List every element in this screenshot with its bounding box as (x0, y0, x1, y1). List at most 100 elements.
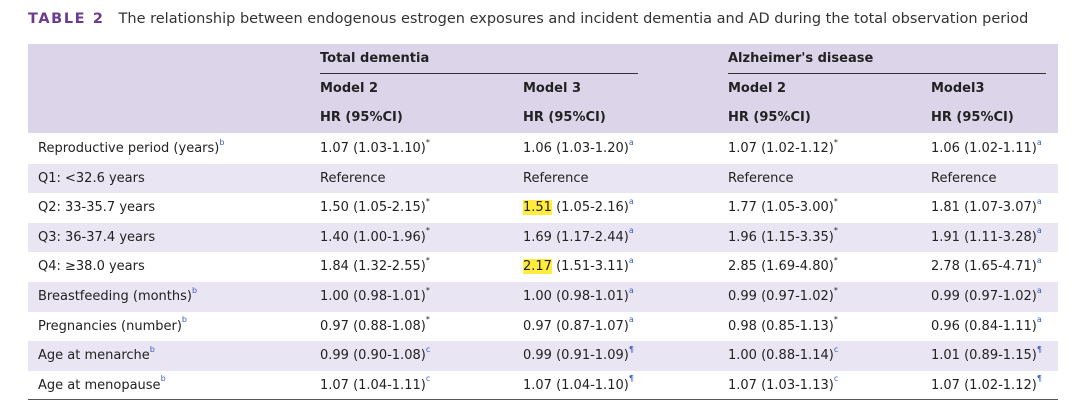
hr-value: 1.96 (1.15-3.35) (728, 229, 834, 245)
hr-cell: Reference (320, 164, 385, 194)
table-row: Q3: 36-37.4 years 1.40 (1.00-1.96)* 1.69 (… (28, 222, 1058, 253)
table-caption: TABLE 2 The relationship between endogeno… (28, 11, 1028, 27)
footnote-marker: * (425, 285, 430, 295)
hr-value: Reference (931, 170, 997, 186)
footnote-marker: a (1036, 226, 1042, 236)
footnote-marker: c (833, 374, 839, 384)
footnote-marker: * (425, 226, 430, 236)
hr-value: 1.69 (1.17-2.44) (523, 229, 629, 245)
row-label: Age at menopauseb (38, 371, 166, 401)
group-rule-alzheimers (728, 73, 1046, 74)
row-label-footnote: b (149, 344, 155, 354)
measure-header: HR (95%CI) (931, 110, 1014, 125)
footnote-marker: * (833, 196, 838, 206)
hr-cell: 0.96 (0.84-1.11)a (931, 312, 1042, 342)
group-header-alzheimers: Alzheimer's disease (728, 51, 874, 66)
hr-cell: 0.99 (0.97-1.02)* (728, 282, 838, 312)
table-row: Pregnancies (number)b 0.97 (0.88-1.08)* 0.… (28, 312, 1058, 342)
hr-value: 0.99 (0.97-1.02) (931, 289, 1037, 304)
hr-value: 1.00 (0.98-1.01) (523, 289, 629, 304)
hr-cell: Reference (728, 164, 793, 194)
hr-cell: 0.97 (0.87-1.07)a (523, 312, 634, 342)
hr-cell: 1.00 (0.98-1.01)* (320, 282, 430, 312)
hr-value: 1.81 (1.07-3.07) (931, 200, 1037, 216)
hr-cell: 1.84 (1.32-2.55)* (320, 252, 430, 282)
hr-cell: 1.96 (1.15-3.35)* (728, 223, 838, 253)
hr-value: 0.99 (0.91-1.09) (523, 348, 629, 364)
model-header: Model3 (931, 81, 985, 96)
group-header-total-dementia: Total dementia (320, 51, 430, 66)
hr-cell: 2.85 (1.69-4.80)* (728, 252, 838, 282)
hr-value: 1.07 (1.03-1.10) (320, 141, 426, 156)
row-label: Pregnancies (number)b (38, 312, 187, 342)
row-label-text: Age at menopause (38, 377, 161, 393)
hr-cell: 2.17 (1.51-3.11)a (523, 252, 634, 282)
hr-cell: 2.78 (1.65-4.71)a (931, 252, 1042, 282)
footnote-marker: c (833, 344, 839, 354)
row-label-text: Q2: 33-35.7 years (38, 200, 156, 216)
hr-cell: 1.91 (1.11-3.28)a (931, 223, 1042, 253)
footnote-marker: * (833, 285, 838, 295)
row-label-text: Breastfeeding (months) (38, 289, 192, 304)
hr-value: 2.85 (1.69-4.80) (728, 259, 834, 275)
table-row: Q4: ≥38.0 years 1.84 (1.32-2.55)* 2.17 (1.… (28, 252, 1058, 282)
footnote-marker: * (833, 315, 838, 325)
hr-cell: 1.06 (1.02-1.11)a (931, 134, 1042, 164)
hr-value: Reference (523, 170, 589, 186)
results-table: Total dementia Alzheimer's disease Model… (28, 44, 1058, 400)
row-label: Breastfeeding (months)b (38, 282, 197, 312)
hr-cell: 1.00 (0.88-1.14)c (728, 341, 838, 371)
model-header: Model 2 (320, 81, 379, 96)
footnote-marker: a (628, 285, 634, 295)
row-label-text: Q4: ≥38.0 years (38, 259, 145, 275)
footnote-marker: * (425, 256, 430, 266)
footnote-marker: * (425, 137, 430, 147)
measure-header: HR (95%CI) (523, 110, 606, 125)
footnote-marker: a (628, 226, 634, 236)
hr-cell: 1.07 (1.03-1.10)* (320, 134, 430, 164)
footnote-marker: a (1036, 256, 1042, 266)
row-label-footnote: b (160, 374, 166, 384)
footnote-marker: * (425, 315, 430, 325)
group-rule-total-dementia (320, 73, 638, 74)
highlighted-value: 2.17 (523, 259, 552, 275)
table-row: Breastfeeding (months)b 1.00 (0.98-1.01)*… (28, 282, 1058, 312)
footnote-marker: * (425, 196, 430, 206)
hr-cell: 1.07 (1.03-1.13)c (728, 371, 838, 401)
row-label: Q3: 36-37.4 years (38, 223, 155, 253)
row-label-text: Q1: <32.6 years (38, 170, 145, 186)
row-label-text: Age at menarche (38, 348, 150, 364)
hr-value: 1.07 (1.02-1.12) (728, 141, 834, 156)
hr-value: 1.84 (1.32-2.55) (320, 259, 426, 275)
hr-value: 1.07 (1.03-1.13) (728, 377, 834, 393)
hr-cell: 1.51 (1.05-2.16)a (523, 193, 634, 223)
footnote-marker: * (833, 137, 838, 147)
hr-value: 1.91 (1.11-3.28) (931, 229, 1037, 245)
row-label-text: Reproductive period (years) (38, 141, 220, 156)
row-label-footnote: b (219, 137, 225, 147)
hr-value: 0.97 (0.88-1.08) (320, 318, 426, 334)
row-label-footnote: b (181, 315, 187, 325)
hr-value: 1.77 (1.05-3.00) (728, 200, 834, 216)
footnote-marker: a (628, 196, 634, 206)
table-header: Total dementia Alzheimer's disease Model… (28, 44, 1058, 133)
hr-value: 1.07 (1.04-1.11) (320, 377, 426, 393)
footnote-marker: ¶ (1036, 374, 1042, 384)
table-bottom-rule (28, 399, 1058, 400)
table-row: Q2: 33-35.7 years 1.50 (1.05-2.15)* 1.51 (… (28, 193, 1058, 223)
hr-value: Reference (728, 170, 794, 186)
row-label: Age at menarcheb (38, 341, 155, 371)
hr-value: Reference (320, 170, 386, 186)
row-label: Q4: ≥38.0 years (38, 252, 145, 282)
footnote-marker: ¶ (1036, 344, 1042, 354)
table-title: The relationship between endogenous estr… (118, 11, 1029, 27)
table-row: Q1: <32.6 years Reference Reference Referen… (28, 163, 1058, 194)
row-label-text: Q3: 36-37.4 years (38, 229, 156, 245)
hr-cell: 1.07 (1.02-1.12)¶ (931, 371, 1042, 401)
hr-cell: 1.77 (1.05-3.00)* (728, 193, 838, 223)
hr-cell: 1.07 (1.02-1.12)* (728, 134, 838, 164)
hr-cell: 1.40 (1.00-1.96)* (320, 223, 430, 253)
hr-cell: 0.98 (0.85-1.13)* (728, 312, 838, 342)
footnote-marker: c (425, 374, 431, 384)
hr-cell: 1.00 (0.98-1.01)a (523, 282, 634, 312)
